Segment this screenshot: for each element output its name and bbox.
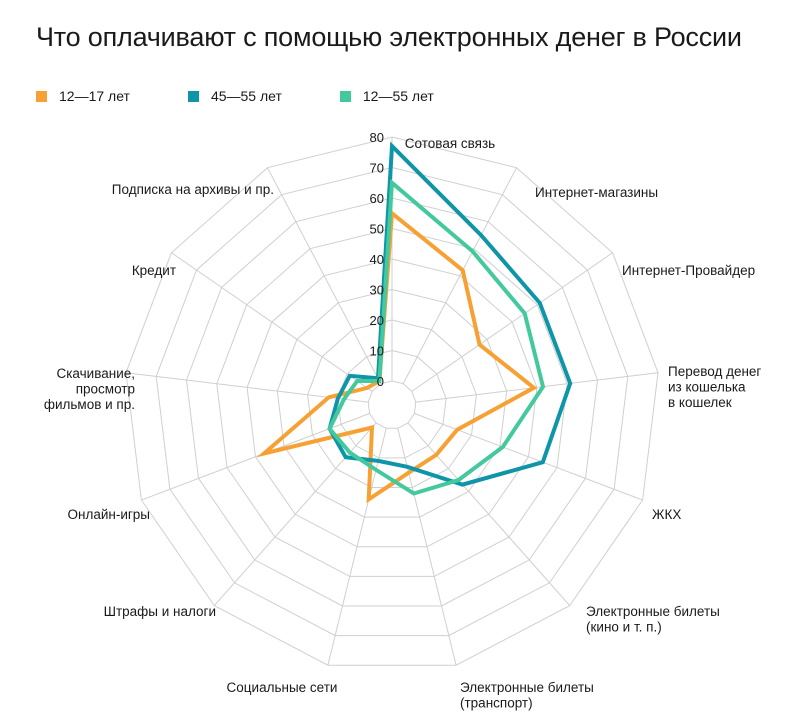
legend-swatch-45-55: [187, 90, 199, 102]
series-layer: [256, 141, 573, 504]
radial-tick-label: 80: [370, 130, 384, 145]
category-label-line: Подписка на архивы и пр.: [112, 182, 274, 197]
legend-label-45-55: 45—55 лет: [210, 88, 282, 104]
category-label: Подписка на архивы и пр.: [112, 182, 274, 197]
category-label: Электронные билеты (транспорт): [460, 680, 594, 711]
legend-item-12-55: 12—55 лет: [339, 88, 434, 104]
legend: 12—17 лет 45—55 лет 12—55 лет: [36, 88, 492, 104]
radial-tick-label: 70: [370, 161, 384, 176]
grid-spoke: [141, 413, 370, 501]
grid-ring: [367, 380, 417, 429]
category-label-line: Онлайн-игры: [67, 507, 150, 522]
grid-ring: [185, 197, 599, 607]
grid-ring: [155, 166, 629, 637]
legend-item-12-17: 12—17 лет: [36, 88, 130, 104]
category-label-line: (транспорт): [460, 696, 533, 711]
radial-tick-label: 10: [370, 344, 384, 359]
category-label-line: просмотр: [76, 382, 135, 397]
grid-ring: [337, 349, 447, 459]
category-label-line: Социальные сети: [227, 680, 338, 695]
legend-swatch-12-17: [36, 90, 47, 102]
legend-label-12-17: 12—17 лет: [59, 88, 130, 104]
category-label-line: Скачивание,: [56, 366, 135, 381]
grid: [125, 136, 659, 666]
category-label-line: Штрафы и налоги: [104, 604, 216, 619]
category-label: Кредит: [132, 263, 176, 278]
category-label: Электронные билеты (кино и т. п.): [586, 604, 720, 635]
category-label-line: Электронные билеты: [586, 604, 720, 619]
grid-spoke: [171, 252, 373, 392]
series-line-1: [327, 141, 573, 487]
grid-spoke: [213, 422, 377, 606]
category-label-line: Перевод денег: [668, 364, 761, 379]
radial-ticks: 0 10 20 30 40 50 60 70 80: [370, 130, 384, 389]
radial-tick-label: 60: [370, 191, 384, 206]
category-label-line: Сотовая связь: [405, 136, 495, 151]
category-labels: Сотовая связь Интернет-магазины Интернет-П…: [44, 136, 762, 711]
grid-ring: [276, 288, 508, 518]
grid-spoke: [402, 167, 517, 384]
category-label: Онлайн-игры: [67, 507, 150, 522]
category-label: Интернет-Провайдер: [622, 263, 755, 278]
radial-tick-label: 40: [370, 252, 384, 267]
category-label: Социальные сети: [227, 680, 338, 695]
category-label: Перевод денег из кошелька в кошелек: [668, 364, 761, 410]
grid-spoke: [414, 413, 643, 501]
legend-item-45-55: 45—55 лет: [187, 88, 282, 104]
series-line-2: [327, 178, 546, 496]
series-line-0: [256, 209, 538, 504]
category-label: Сотовая связь: [405, 136, 495, 151]
chart-title: Что оплачивают с помощью электронных ден…: [36, 22, 742, 52]
category-label-line: Интернет-магазины: [535, 185, 658, 200]
legend-swatch-12-55: [339, 90, 351, 102]
legend-label-12-55: 12—55 лет: [362, 88, 434, 104]
category-label: Скачивание, просмотр фильмов и пр.: [44, 366, 135, 412]
category-label-line: Интернет-Провайдер: [622, 263, 755, 278]
grid-ring: [307, 319, 477, 488]
category-label-line: Электронные билеты: [460, 680, 594, 695]
category-label-line: в кошелек: [668, 395, 732, 410]
radial-tick-label: 50: [370, 222, 384, 237]
category-label-line: из кошелька: [668, 380, 746, 395]
grid-ring: [216, 227, 568, 577]
category-label: Штрафы и налоги: [104, 604, 216, 619]
radial-tick-label: 30: [370, 283, 384, 298]
radial-tick-label: 20: [370, 313, 384, 328]
category-label-line: (кино и т. п.): [586, 620, 662, 635]
category-label: Интернет-магазины: [535, 185, 658, 200]
grid-ring: [246, 258, 538, 548]
category-label-line: Кредит: [132, 263, 176, 278]
grid-ring: [125, 136, 659, 666]
grid-spoke: [411, 252, 613, 392]
radial-tick-label: 0: [377, 374, 384, 389]
category-label-line: ЖКХ: [652, 507, 681, 522]
category-label: ЖКХ: [652, 507, 681, 522]
category-label-line: фильмов и пр.: [44, 397, 135, 412]
grid-spoke: [415, 372, 659, 403]
grid-spoke: [267, 167, 382, 384]
